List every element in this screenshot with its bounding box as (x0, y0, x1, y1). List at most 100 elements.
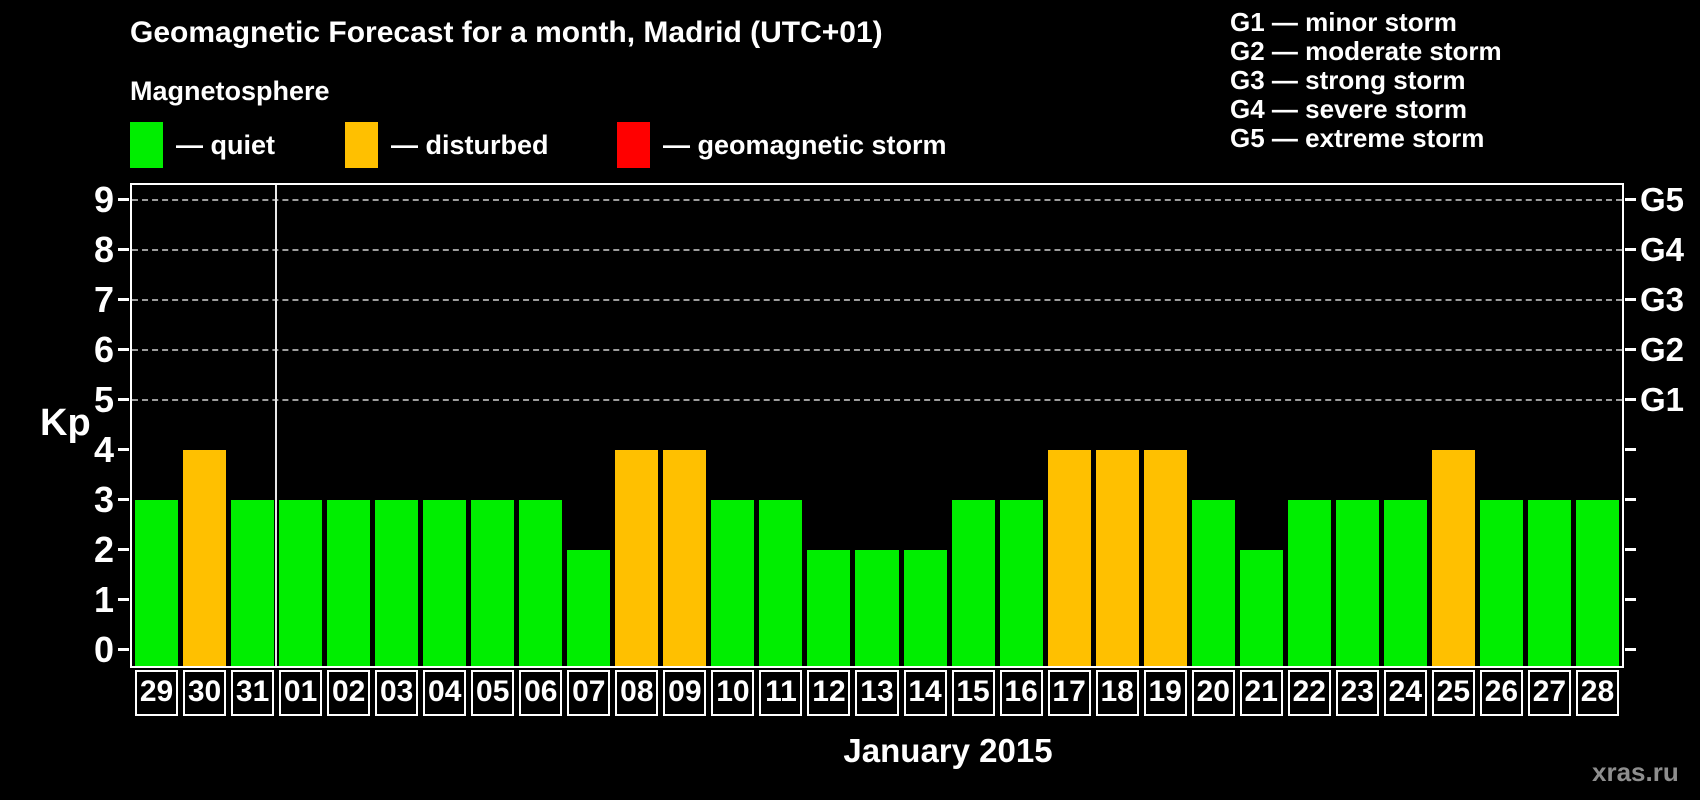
legend-item-storm: — geomagnetic storm (617, 122, 947, 168)
day-label-13: 13 (855, 670, 899, 716)
storm-color-swatch (617, 122, 650, 168)
day-label-26: 26 (1479, 670, 1523, 716)
kp-bar-day-14 (903, 550, 947, 666)
kp-bar-day-08 (615, 450, 659, 666)
month-separator-line (275, 185, 277, 666)
kp-bar-day-17 (1047, 450, 1091, 666)
gridline-kp-8 (132, 249, 1622, 251)
day-label-02: 02 (327, 670, 371, 716)
quiet-color-swatch (130, 122, 163, 168)
day-label-01: 01 (279, 670, 323, 716)
kp-bar-day-22 (1287, 500, 1331, 666)
left-tick-kp-9 (118, 198, 129, 201)
kp-bar-day-18 (1095, 450, 1139, 666)
kp-bar-day-19 (1143, 450, 1187, 666)
right-tick-kp-5 (1625, 398, 1636, 401)
day-label-25: 25 (1431, 670, 1475, 716)
x-axis-month-label: January 2015 (843, 732, 1053, 769)
y-tick-label-4: 4 (93, 429, 114, 470)
y-tick-label-5: 5 (93, 379, 114, 420)
kp-bar-day-01 (279, 500, 323, 666)
day-label-15: 15 (951, 670, 995, 716)
x-axis-day-labels: 29 30 31 01 02 03 04 05 06 07 08 09 10 11 12 13 14 15 16 17… (132, 670, 1622, 716)
kp-bar-day-27 (1527, 500, 1571, 666)
day-label-14: 14 (903, 670, 947, 716)
right-axis-label-g4: G4 (1640, 231, 1685, 268)
y-axis-title-kp: Kp (40, 402, 91, 444)
g3-legend-line: G3 — strong storm (1230, 65, 1466, 95)
day-label-16: 16 (999, 670, 1043, 716)
right-axis-label-g5: G5 (1640, 181, 1685, 218)
left-tick-kp-1 (118, 598, 129, 601)
right-tick-kp-3 (1625, 498, 1636, 501)
kp-bar-day-28 (1575, 500, 1619, 666)
kp-bar-day-26 (1479, 500, 1523, 666)
kp-bar-day-31 (231, 500, 275, 666)
gridline-kp-5 (132, 399, 1622, 401)
day-label-18: 18 (1095, 670, 1139, 716)
day-label-06: 06 (519, 670, 563, 716)
kp-bar-day-03 (375, 500, 419, 666)
kp-bar-day-24 (1383, 500, 1427, 666)
right-axis-label-g3: G3 (1640, 281, 1685, 318)
right-tick-kp-7 (1625, 298, 1636, 301)
g2-legend-line: G2 — moderate storm (1230, 36, 1502, 66)
day-label-27: 27 (1527, 670, 1571, 716)
y-tick-label-1: 1 (93, 579, 114, 620)
day-label-17: 17 (1047, 670, 1091, 716)
bars-container (132, 185, 1622, 666)
left-tick-kp-7 (118, 298, 129, 301)
kp-bar-day-02 (327, 500, 371, 666)
day-label-28: 28 (1575, 670, 1619, 716)
day-label-09: 09 (663, 670, 707, 716)
disturbed-color-swatch (345, 122, 378, 168)
day-label-31: 31 (231, 670, 275, 716)
legend-label-quiet: — quiet (176, 129, 275, 160)
day-label-24: 24 (1383, 670, 1427, 716)
y-tick-label-6: 6 (93, 329, 114, 370)
gridline-kp-9 (132, 199, 1622, 201)
left-tick-kp-3 (118, 498, 129, 501)
day-label-23: 23 (1335, 670, 1379, 716)
y-tick-label-0: 0 (93, 629, 114, 670)
right-axis-label-g2: G2 (1640, 331, 1685, 368)
kp-bar-day-05 (471, 500, 515, 666)
magnetosphere-subtitle: Magnetosphere (130, 76, 330, 106)
xras-watermark-link[interactable]: xras.ru (1592, 757, 1679, 787)
y-tick-label-8: 8 (93, 229, 114, 270)
legend-label-disturbed: — disturbed (391, 129, 549, 160)
kp-bar-day-11 (759, 500, 803, 666)
g1-legend-line: G1 — minor storm (1230, 7, 1457, 37)
day-label-03: 03 (375, 670, 419, 716)
right-tick-kp-6 (1625, 348, 1636, 351)
right-tick-kp-9 (1625, 198, 1636, 201)
y-tick-label-3: 3 (93, 479, 114, 520)
day-label-30: 30 (183, 670, 227, 716)
right-tick-kp-4 (1625, 448, 1636, 451)
legend-item-disturbed: — disturbed (345, 122, 549, 168)
day-label-20: 20 (1191, 670, 1235, 716)
right-axis-label-g1: G1 (1640, 381, 1685, 418)
kp-bar-day-25 (1431, 450, 1475, 666)
gridline-kp-6 (132, 349, 1622, 351)
kp-bar-day-21 (1239, 550, 1283, 666)
day-label-22: 22 (1287, 670, 1331, 716)
g-scale-legend: G1 — minor storm G2 — moderate storm G3 … (1230, 8, 1502, 153)
legend-label-storm: — geomagnetic storm (663, 129, 947, 160)
kp-bar-day-15 (951, 500, 995, 666)
kp-bar-day-13 (855, 550, 899, 666)
day-label-21: 21 (1239, 670, 1283, 716)
left-tick-kp-6 (118, 348, 129, 351)
day-label-10: 10 (711, 670, 755, 716)
page-title: Geomagnetic Forecast for a month, Madrid… (130, 16, 883, 49)
g4-legend-line: G4 — severe storm (1230, 94, 1468, 124)
day-label-19: 19 (1143, 670, 1187, 716)
kp-bar-day-04 (423, 500, 467, 666)
left-tick-kp-4 (118, 448, 129, 451)
day-label-08: 08 (615, 670, 659, 716)
kp-bar-day-23 (1335, 500, 1379, 666)
day-label-07: 07 (567, 670, 611, 716)
left-tick-kp-0 (118, 648, 129, 651)
y-tick-label-7: 7 (93, 279, 114, 320)
y-tick-label-9: 9 (93, 179, 114, 220)
